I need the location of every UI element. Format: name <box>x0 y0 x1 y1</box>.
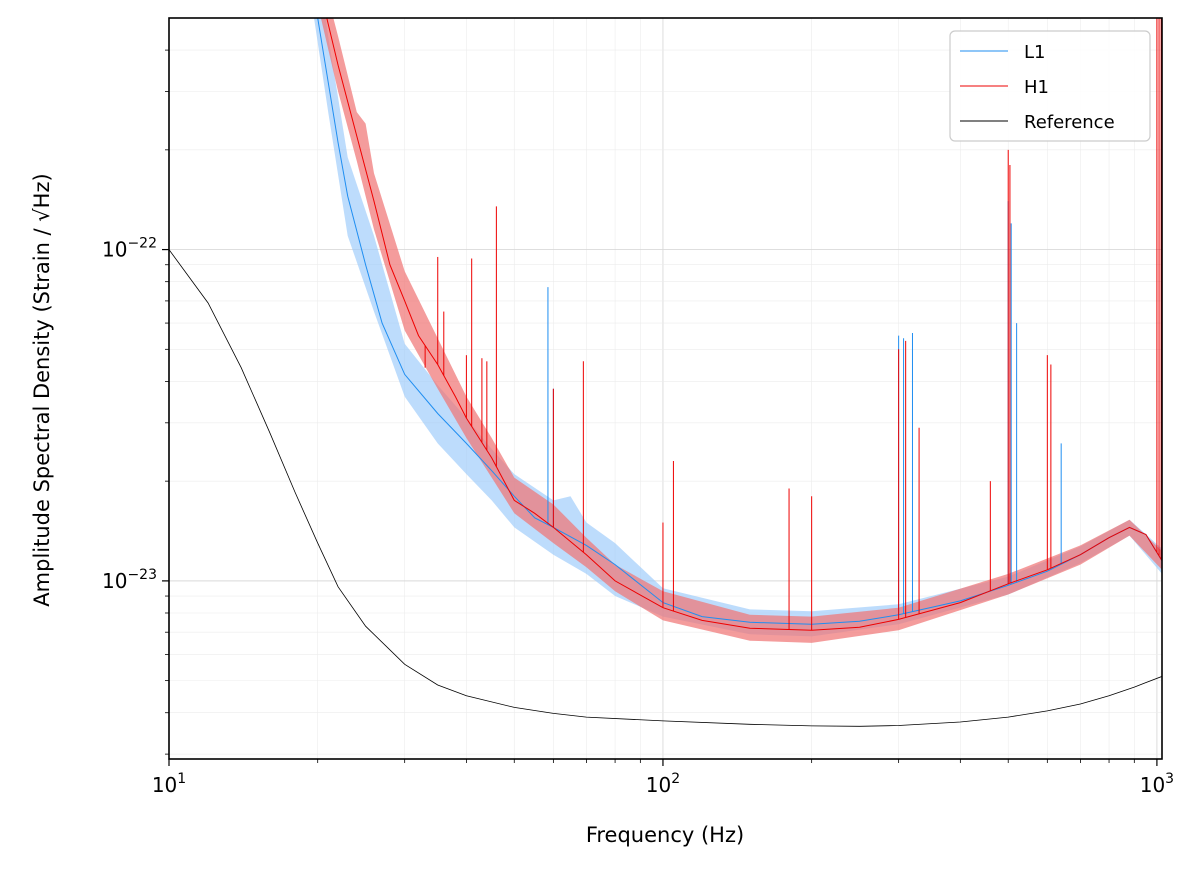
legend-label-h1: H1 <box>1024 77 1049 98</box>
y-axis-label: Amplitude Spectral Density (Strain / √Hz… <box>30 173 54 606</box>
legend-label-l1: L1 <box>1024 42 1045 63</box>
x-tick-label: 103 <box>1140 771 1174 797</box>
legend-box <box>949 30 1151 142</box>
y-tick-label: 10−22 <box>102 236 157 262</box>
y-tick-label: 10−23 <box>102 567 157 593</box>
line-reference <box>169 249 1162 727</box>
legend-label-reference: Reference <box>1024 112 1115 133</box>
series-lines <box>169 18 1162 727</box>
line-l1 <box>317 18 1162 625</box>
axis-ticks: 101 102 103 10−22 10−23 <box>102 49 1174 797</box>
x-tick-label: 102 <box>646 771 680 797</box>
x-axis-label: Frequency (Hz) <box>586 823 744 847</box>
x-tick-label: 101 <box>152 771 186 797</box>
plot-frame <box>168 17 1163 760</box>
legend: L1 H1 Reference <box>949 30 1151 142</box>
